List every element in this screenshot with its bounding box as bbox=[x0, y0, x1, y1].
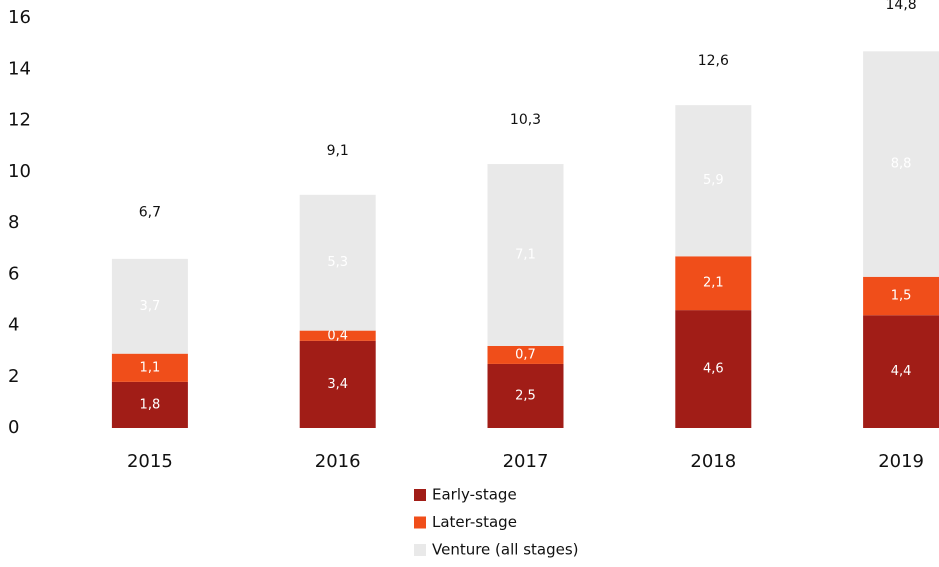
y-tick-label: 8 bbox=[8, 212, 19, 233]
bar-segment bbox=[111, 353, 188, 382]
value-label: 8,8 bbox=[891, 157, 912, 172]
y-tick-label: 16 bbox=[8, 7, 31, 28]
bar-segment bbox=[111, 258, 188, 354]
bar-segment bbox=[487, 363, 564, 428]
x-tick-label: 2019 bbox=[878, 451, 924, 472]
total-label: 12,6 bbox=[698, 53, 729, 69]
legend-label: Venture (all stages) bbox=[432, 541, 579, 559]
total-label: 10,3 bbox=[510, 112, 541, 128]
x-tick-label: 2015 bbox=[127, 451, 173, 472]
total-label: 14,8 bbox=[886, 0, 917, 13]
value-label: 3,7 bbox=[140, 299, 161, 314]
value-label: 0,4 bbox=[327, 328, 348, 343]
y-tick-label: 6 bbox=[8, 263, 19, 284]
y-tick-label: 2 bbox=[8, 366, 19, 387]
y-tick-label: 12 bbox=[8, 110, 31, 131]
legend-label: Later-stage bbox=[432, 513, 517, 531]
value-label: 0,7 bbox=[515, 347, 536, 362]
bar-segment bbox=[111, 381, 188, 428]
value-label: 4,4 bbox=[891, 364, 912, 379]
value-label: 4,6 bbox=[703, 362, 724, 377]
legend-swatch bbox=[414, 544, 426, 556]
value-label: 1,5 bbox=[891, 289, 912, 304]
bar-segment bbox=[487, 346, 564, 364]
bar-segment bbox=[675, 310, 752, 428]
value-label: 3,4 bbox=[327, 377, 348, 392]
x-tick-label: 2017 bbox=[503, 451, 549, 472]
y-tick-label: 4 bbox=[8, 315, 19, 336]
bar-segment bbox=[299, 340, 376, 428]
y-tick-label: 14 bbox=[8, 58, 31, 79]
value-label: 5,3 bbox=[327, 255, 348, 270]
value-label: 1,8 bbox=[140, 397, 161, 412]
value-label: 2,5 bbox=[515, 388, 536, 403]
total-label: 6,7 bbox=[139, 204, 161, 220]
legend-label: Early-stage bbox=[432, 486, 517, 504]
total-label: 9,1 bbox=[327, 143, 349, 159]
x-tick-label: 2018 bbox=[690, 451, 736, 472]
x-tick-label: 2016 bbox=[315, 451, 361, 472]
y-tick-label: 0 bbox=[8, 417, 19, 438]
bar-segment bbox=[675, 256, 752, 311]
bar-segment bbox=[863, 51, 939, 277]
bar-segment bbox=[487, 164, 564, 346]
value-label: 2,1 bbox=[703, 276, 724, 291]
bar-segment bbox=[299, 330, 376, 341]
value-label: 5,9 bbox=[703, 173, 724, 188]
bar-segment bbox=[863, 315, 939, 428]
bar-segment bbox=[863, 276, 939, 316]
y-tick-label: 10 bbox=[8, 161, 31, 182]
value-label: 7,1 bbox=[515, 248, 536, 263]
bar-segment bbox=[675, 105, 752, 257]
legend-swatch bbox=[414, 489, 426, 501]
bar-segment bbox=[299, 194, 376, 331]
legend-swatch bbox=[414, 516, 426, 529]
value-label: 1,1 bbox=[140, 360, 161, 375]
